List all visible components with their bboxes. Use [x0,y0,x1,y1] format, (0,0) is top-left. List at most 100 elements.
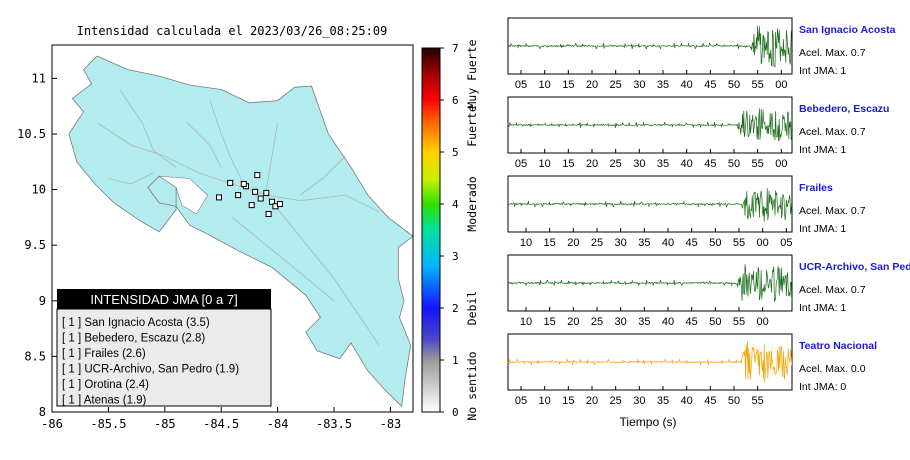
y-tick-label: 10.5 [17,127,46,141]
legend-body [56,308,272,407]
time-tick-label: 25 [610,395,622,407]
time-tick-label: 20 [586,158,598,170]
time-tick-label: 55 [733,316,745,328]
time-tick-label: 00 [775,158,787,170]
costa-rica-land [68,55,414,408]
time-axis-label: Tiempo (s) [620,415,677,429]
time-tick-label: 50 [728,395,740,407]
acel-max: Acel. Max. 0.7 [799,284,866,296]
waveform-trace [507,108,793,142]
time-tick-label: 15 [544,316,556,328]
time-tick-label: 40 [681,395,693,407]
time-tick-label: 35 [657,158,669,170]
time-tick-label: 05 [515,79,527,91]
legend-header-bg [57,289,271,309]
map-y-axis: 11 10.5 10 9.5 9 8.5 8 [17,71,57,419]
time-tick-label: 15 [562,158,574,170]
land-layer [68,55,414,408]
legend-entries: [ 1 ] San Ignacio Acosta (3.5) [ 1 ] Bebe… [62,317,239,407]
x-tick-label: -84 [267,417,289,431]
legend-entry: [ 1 ] Frailes (2.6) [62,348,146,360]
time-tick-label: 25 [591,316,603,328]
y-tick-label: 11 [32,71,46,85]
time-tick-label: 50 [728,79,740,91]
legend-entry: [ 1 ] Orotina (2.4) [62,379,149,391]
time-tick-label: 00 [757,316,769,328]
time-tick-label: 45 [704,79,716,91]
time-tick-label: 50 [709,316,721,328]
colorbar-label: No sentido [465,351,479,420]
x-tick-label: -83.5 [316,417,352,431]
y-tick-label: 8.5 [24,349,46,363]
time-tick-label: 45 [704,395,716,407]
time-tick-label: 25 [610,79,622,91]
map-title: Intensidad calculada el 2023/03/26_08:25… [77,24,388,38]
time-tick-label: 05 [780,237,792,249]
stations-layer [216,172,283,217]
int-jma: Int JMA: 1 [799,144,846,156]
x-tick-label: -86 [41,417,63,431]
time-tick-label: 15 [562,395,574,407]
waveform-panel: 05 10 15 20 25 30 35 40 45 50 55 00 Bebedero, Escazu… [507,96,889,170]
colorbar-tick-label: 5 [452,146,459,159]
time-tick-label: 55 [752,79,764,91]
station-marker [257,195,264,202]
time-tick-label: 05 [515,158,527,170]
road-line [108,172,154,185]
time-tick-label: 50 [709,237,721,249]
colorbar-ticks: 0 1 2 3 4 5 6 7 [440,42,459,419]
colorbar-tick-label: 4 [452,198,459,211]
x-tick-label: -84.5 [203,417,239,431]
time-tick-label: 30 [615,237,627,249]
int-jma: Int JMA: 1 [799,65,846,77]
time-tick-label: 05 [515,395,527,407]
acel-max: Acel. Max. 0.7 [799,126,866,138]
time-tick-label: 15 [562,79,574,91]
time-tick-label: 30 [633,79,645,91]
x-tick-label: -83 [380,417,402,431]
map-frame [51,44,414,413]
roads-layer [96,89,380,346]
time-tick-label: 10 [539,395,551,407]
time-tick-label: 40 [662,237,674,249]
time-tick-label: 45 [686,316,698,328]
time-tick-label: 35 [638,316,650,328]
colorbar-tick-label: 7 [452,42,459,55]
time-tick-label: 10 [539,158,551,170]
colorbar-label: Moderado [465,176,479,231]
road-line [209,100,245,185]
acel-max: Acel. Max. 0.0 [799,363,866,375]
time-tick-label: 20 [567,237,579,249]
waveform-trace [507,341,793,383]
int-jma: Int JMA: 0 [799,381,846,393]
time-tick-label: 40 [662,316,674,328]
acel-max: Acel. Max. 0.7 [799,205,866,217]
station-marker [216,194,222,201]
time-tick-label: 10 [520,316,532,328]
y-tick-label: 9 [39,294,46,308]
time-tick-label: 35 [638,237,650,249]
colorbar-tick-label: 1 [452,354,459,367]
waveform-panel: 10 15 20 25 30 35 40 45 50 55 00 UCR-Archivo, San P… [507,254,910,328]
time-tick-label: 55 [733,237,745,249]
station-name: Teatro Nacional [799,340,877,352]
station-name: UCR-Archivo, San Pedro [799,261,910,273]
station-name: San Ignacio Acosta [799,24,896,36]
int-jma: Int JMA: 1 [799,223,846,235]
waveform-panel: 10 15 20 25 30 35 40 45 50 55 00 05 Frailes Acel. Max… [507,175,866,249]
legend-entry: [ 1 ] UCR-Archivo, San Pedro (1.9) [62,364,239,376]
time-tick-label: 20 [586,395,598,407]
colorbar-label: Muy Fuerte [465,39,479,108]
road-line [119,89,177,168]
int-jma: Int JMA: 1 [799,302,846,314]
waveform-trace [507,25,793,68]
time-tick-label: 30 [615,316,627,328]
y-tick-label: 8 [39,405,46,419]
time-tick-label: 55 [752,158,764,170]
time-tick-label: 45 [686,237,698,249]
colorbar-tick-label: 2 [452,302,459,315]
waveform-panels: 05 10 15 20 25 30 35 40 45 50 55 00 San Ignacio Acos… [507,17,910,407]
colorbar-label: Debil [465,291,479,326]
time-tick-label: 30 [633,395,645,407]
